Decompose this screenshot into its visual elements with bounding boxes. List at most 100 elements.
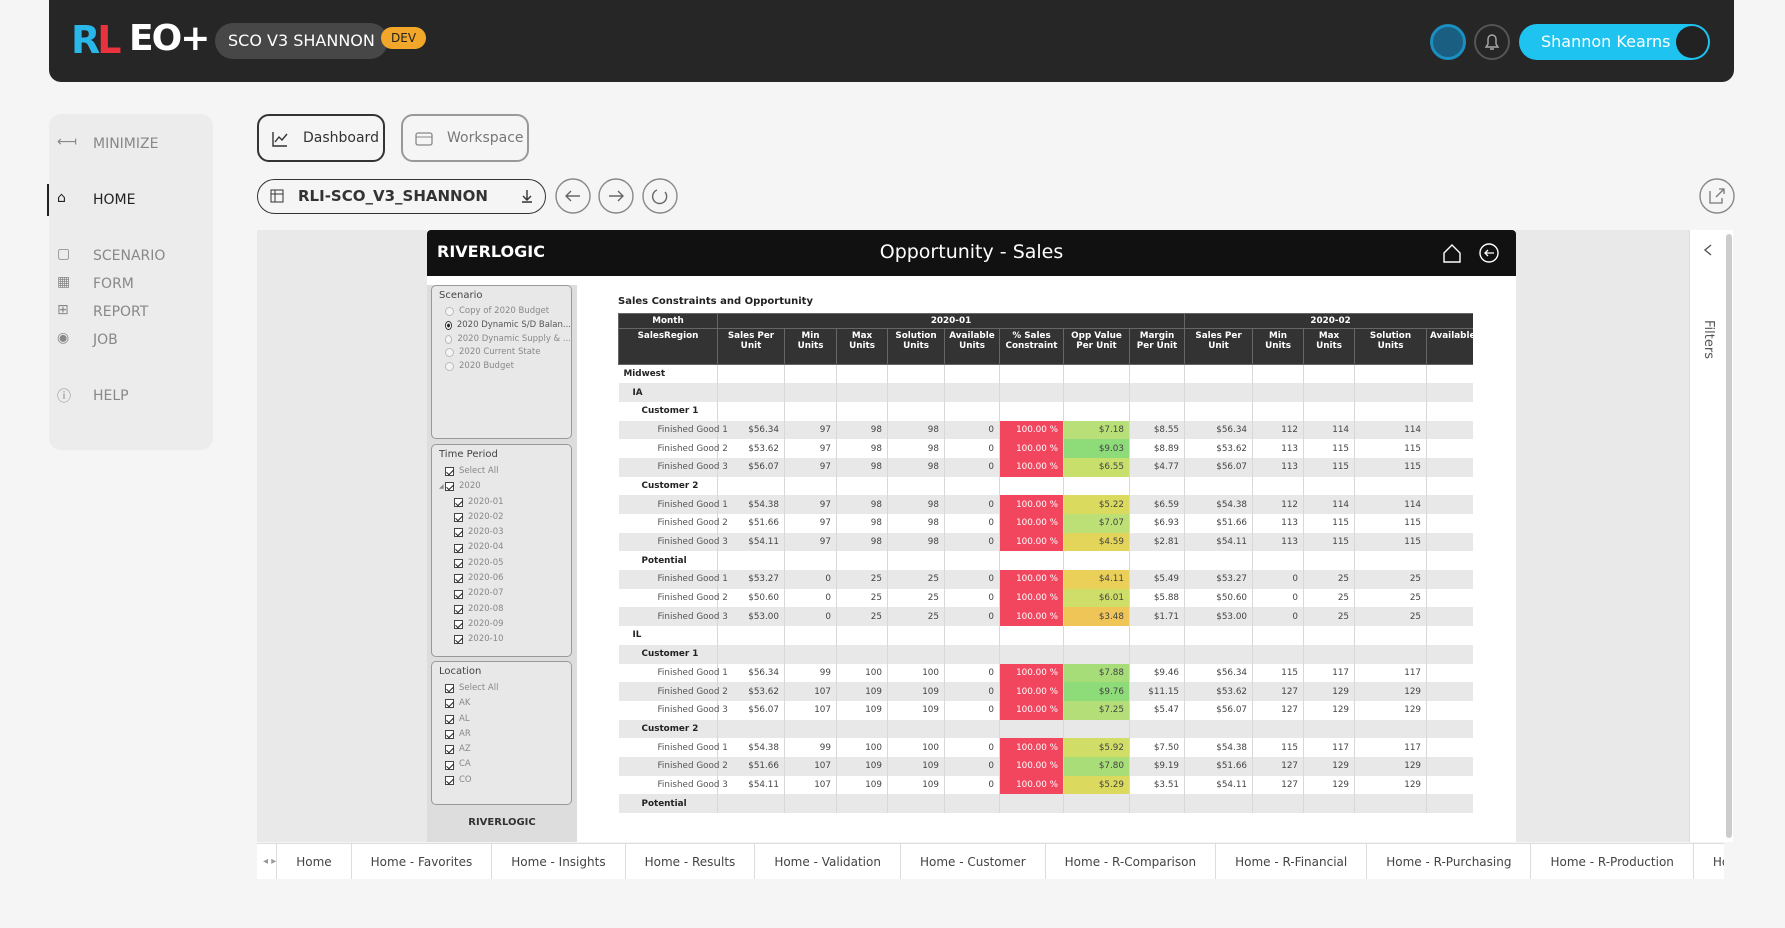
tab-scroll[interactable]: ◂ ▸: [263, 856, 277, 867]
slicer-option[interactable]: AL: [432, 712, 571, 727]
column-header[interactable]: % Sales Constraint: [999, 328, 1064, 365]
slicer-option[interactable]: Select All: [432, 464, 571, 479]
empty-cell: [944, 794, 1000, 813]
slicer-option[interactable]: AK: [432, 696, 571, 711]
back-button[interactable]: [555, 178, 591, 214]
cell: $5.92: [1063, 738, 1130, 757]
page-tab[interactable]: Home - R-Financial: [1215, 844, 1366, 879]
column-header[interactable]: Margin Per Unit: [1128, 328, 1186, 365]
page-tab[interactable]: Home - R-Production: [1530, 844, 1692, 879]
row-label: Finished Good 2: [618, 588, 728, 608]
slicer-option[interactable]: 2020 Current State: [432, 346, 571, 360]
checkbox: [445, 775, 454, 785]
slicer-option[interactable]: 2020 Dynamic Supply & ...: [432, 332, 571, 346]
column-header[interactable]: Sales Per Unit: [717, 328, 785, 365]
sidebar-item[interactable]: ▢ SCENARIO: [49, 246, 213, 268]
page-tab[interactable]: Home - Results: [624, 844, 755, 879]
sidebar-item[interactable]: ⓘ HELP: [49, 386, 213, 408]
column-header[interactable]: Max Units: [836, 328, 888, 365]
slicer-option[interactable]: 2020-05: [432, 556, 571, 571]
empty-cell: [1252, 719, 1305, 739]
cell: 97: [784, 439, 837, 458]
sidebar-item[interactable]: ⟻ MINIMIZE: [49, 134, 213, 156]
column-header[interactable]: Solution Units: [1354, 328, 1428, 365]
cell: $7.07: [1063, 514, 1130, 533]
page-tab[interactable]: Home: [276, 844, 350, 879]
page-tab[interactable]: Home - Insights: [491, 844, 624, 879]
slicer-option[interactable]: AZ: [432, 742, 571, 757]
workspace-pill[interactable]: SCO V3 SHANNON: [215, 23, 388, 59]
slicer-option[interactable]: 2020-03: [432, 525, 571, 540]
slicer-option[interactable]: 2020-04: [432, 540, 571, 555]
slicer-option[interactable]: CO: [432, 773, 571, 788]
empty-cell: [717, 383, 785, 402]
column-header[interactable]: Available: [1426, 328, 1473, 365]
bell-icon: [1484, 34, 1500, 50]
column-header[interactable]: Max Units: [1303, 328, 1356, 365]
page-tab[interactable]: Home -: [1692, 844, 1724, 879]
column-header[interactable]: Solution Units: [887, 328, 945, 365]
cell: 115: [1303, 532, 1356, 552]
page-tab[interactable]: Home - Validation: [754, 844, 900, 879]
page-tab[interactable]: Home - Customer: [899, 844, 1045, 879]
slicer-option[interactable]: ◢ 2020: [432, 479, 571, 494]
page-tab[interactable]: Home - R-Comparison: [1044, 844, 1215, 879]
column-header[interactable]: Min Units: [1252, 328, 1305, 365]
cell: 0: [784, 570, 837, 589]
empty-cell: [1252, 626, 1305, 645]
slicer-option[interactable]: Copy of 2020 Budget: [432, 305, 571, 319]
column-header[interactable]: Sales Per Unit: [1184, 328, 1254, 365]
forward-button[interactable]: [598, 178, 634, 214]
sidebar-icon: ⊞: [57, 302, 69, 318]
empty-cell: [717, 476, 785, 496]
slicer-option[interactable]: 2020 Dynamic S/D Balan...: [432, 319, 571, 333]
cell: 129: [1303, 775, 1356, 795]
filters-pane[interactable]: Filters: [1689, 230, 1733, 842]
model-select[interactable]: RLI-SCO_V3_SHANNON: [257, 179, 546, 214]
slicer-option[interactable]: 2020-02: [432, 510, 571, 525]
sidebar-item[interactable]: ▦ FORM: [49, 274, 213, 296]
refresh-button[interactable]: [642, 178, 678, 214]
tab-dashboard[interactable]: Dashboard: [257, 114, 385, 162]
empty-cell: [1184, 476, 1254, 496]
slicer-option[interactable]: 2020-07: [432, 586, 571, 601]
slicer-option[interactable]: Select All: [432, 681, 571, 696]
sidebar-label: REPORT: [93, 304, 149, 320]
slicer-option[interactable]: 2020-08: [432, 602, 571, 617]
empty-cell: [999, 401, 1064, 421]
option-label: 2020 Current State: [459, 347, 541, 358]
dropdown-icon: [522, 190, 532, 203]
checkbox: [454, 513, 463, 523]
slicer-option[interactable]: 2020-09: [432, 617, 571, 632]
sidebar-item[interactable]: ⌂ HOME: [47, 184, 213, 216]
slicer-option[interactable]: AR: [432, 727, 571, 742]
tab-workspace[interactable]: Workspace: [401, 114, 529, 162]
sidebar-item[interactable]: ⊞ REPORT: [49, 302, 213, 324]
home-icon[interactable]: [1443, 244, 1461, 263]
slicer-option[interactable]: CA: [432, 757, 571, 772]
column-header[interactable]: Opp Value Per Unit: [1063, 328, 1130, 365]
empty-cell: [1354, 383, 1428, 402]
page-tab[interactable]: Home - Favorites: [350, 844, 492, 879]
sidebar-label: MINIMIZE: [93, 136, 159, 152]
slicer-option[interactable]: 2020-01: [432, 495, 571, 510]
empty-cell: [887, 383, 945, 402]
export-button[interactable]: [1698, 177, 1736, 215]
slicer-option[interactable]: 2020 Budget: [432, 360, 571, 374]
column-header[interactable]: Min Units: [784, 328, 837, 365]
column-header[interactable]: Available Units: [944, 328, 1000, 365]
page-tab[interactable]: Home - R-Purchasing: [1366, 844, 1530, 879]
empty-cell: [1426, 756, 1473, 776]
slicer-option[interactable]: 2020-06: [432, 571, 571, 586]
back-icon[interactable]: [1479, 243, 1499, 263]
slicer-option[interactable]: 2020-10: [432, 632, 571, 647]
sidebar-item[interactable]: ◉ JOB: [49, 330, 213, 352]
notifications[interactable]: [1474, 24, 1510, 60]
power-button[interactable]: [1430, 24, 1466, 60]
cell: $5.29: [1063, 775, 1130, 795]
user-menu[interactable]: Shannon Kearns: [1519, 24, 1710, 60]
cell: 0: [944, 570, 1000, 589]
checkbox: [445, 745, 454, 755]
checkbox: [454, 635, 463, 645]
cell: 117: [1354, 663, 1428, 683]
